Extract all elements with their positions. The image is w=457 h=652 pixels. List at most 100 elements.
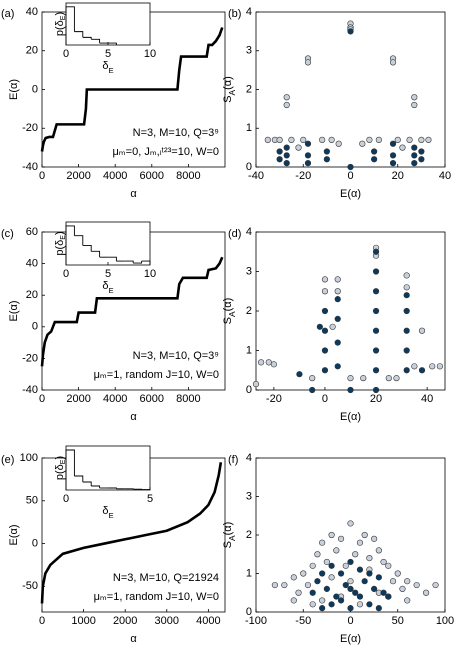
scatter-point — [406, 136, 413, 143]
scatter-point — [334, 296, 341, 303]
inset-x-label-part: δ — [102, 505, 108, 517]
y-tick-label: 0 — [32, 83, 38, 95]
annotation: N=3, M=10, Q=21924 — [113, 572, 219, 584]
scatter-point — [252, 380, 260, 388]
scatter-point — [399, 585, 406, 593]
scatter-point — [290, 597, 297, 604]
x-tick-label: 8000 — [176, 170, 200, 182]
x-tick-label: -100 — [245, 615, 267, 627]
scatter-point — [319, 570, 326, 577]
scatter-point — [319, 597, 326, 604]
y-tick-label: 2 — [246, 83, 252, 95]
scatter-point — [337, 597, 345, 604]
scatter-point — [309, 375, 316, 382]
y-tick-label: -20 — [22, 122, 38, 134]
scatter-point — [356, 593, 364, 600]
scatter-point — [334, 339, 341, 346]
y-tick-label: 50 — [26, 495, 38, 507]
scatter-point — [328, 531, 335, 539]
scatter-point — [361, 578, 368, 585]
y-tick-label: 40 — [26, 6, 38, 18]
y-tick-label: 3 — [246, 265, 252, 277]
y-tick-label: 40 — [26, 258, 38, 270]
y-tick-label: 0 — [246, 161, 252, 173]
scatter-point — [372, 288, 380, 295]
scatter-point — [270, 361, 277, 368]
inset-x-label-part: E — [108, 511, 113, 520]
scatter-point — [432, 581, 439, 589]
data-line — [40, 462, 223, 604]
histogram-step — [141, 260, 151, 265]
x-tick-label: 0 — [39, 170, 45, 182]
histogram-step — [82, 36, 92, 40]
y-axis-label-part: (α) — [222, 298, 234, 312]
panel-label: (a) — [1, 8, 14, 20]
scatter-point — [411, 363, 418, 370]
y-tick-label: 20 — [26, 45, 38, 57]
x-tick-label: 2000 — [66, 393, 90, 405]
scatter-point — [319, 539, 326, 546]
scatter-point — [352, 589, 359, 596]
scatter-point — [403, 284, 410, 291]
histogram-step — [65, 225, 75, 265]
y-axis-label: E(α) — [8, 300, 20, 321]
x-tick-label: 4000 — [196, 615, 220, 627]
y-tick-label: -40 — [22, 384, 38, 396]
x-tick-label: 5 — [105, 48, 111, 60]
inset-y-label-part: ) — [54, 456, 66, 460]
scatter-point — [319, 605, 326, 612]
y-axis-label: E(α) — [8, 524, 20, 545]
scatter-point — [276, 148, 283, 155]
scatter-point — [323, 585, 330, 593]
scatter-point — [295, 144, 302, 151]
scatter-point — [334, 288, 341, 295]
annotation: μₘ=0, Jₘ,ₗᵗ²³=10, W=0 — [112, 146, 219, 158]
y-axis-label-part: S — [222, 95, 234, 102]
panel-label: (b) — [228, 8, 241, 20]
x-tick-label: 10 — [144, 268, 156, 280]
x-tick-label: 0 — [347, 170, 353, 182]
scatter-point — [347, 578, 354, 585]
scatter-point — [321, 276, 329, 283]
y-tick-label: 1 — [246, 122, 252, 134]
scatter-point — [329, 323, 336, 330]
scatter-point — [423, 589, 430, 596]
x-tick-label: 1000 — [71, 615, 95, 627]
scatter-point — [394, 136, 401, 143]
scatter-point — [328, 574, 335, 581]
scatter-point — [403, 347, 410, 354]
scatter-point — [309, 562, 316, 569]
inset-x-label-part: δ — [102, 280, 108, 292]
inset-y-label-part: p(δ — [54, 240, 66, 256]
histogram-step — [74, 31, 84, 38]
y-axis-label-part: A — [227, 89, 237, 95]
scatter-point — [418, 148, 425, 155]
y-tick-label: 3 — [246, 490, 252, 502]
scatter-point — [328, 601, 335, 608]
inset-bg — [66, 3, 150, 45]
scatter-point — [347, 386, 354, 394]
scatter-point — [418, 367, 426, 374]
x-tick-label: 0 — [347, 615, 353, 627]
scatter-point — [337, 570, 345, 577]
scatter-point — [403, 327, 410, 334]
scatter-point — [283, 152, 290, 159]
scatter-point — [328, 136, 335, 143]
scatter-point — [411, 94, 418, 101]
inset-y-label-part: ) — [54, 231, 66, 235]
data-line — [40, 27, 224, 152]
annotation: μₘ=1, random J=10, W=0 — [94, 591, 219, 603]
scatter-point — [372, 327, 380, 334]
y-tick-label: -40 — [22, 161, 38, 173]
x-tick-label: 10 — [144, 48, 156, 60]
scatter-point — [321, 307, 329, 315]
histogram-step — [91, 38, 101, 44]
scatter-point — [372, 248, 380, 255]
scatter-point — [304, 140, 312, 147]
scatter-point — [333, 593, 340, 600]
y-axis-label-part: S — [222, 317, 234, 324]
inset-x-label: δE — [102, 60, 113, 75]
scatter-point — [321, 367, 329, 374]
scatter-point — [283, 144, 290, 151]
histogram-step — [74, 475, 84, 482]
